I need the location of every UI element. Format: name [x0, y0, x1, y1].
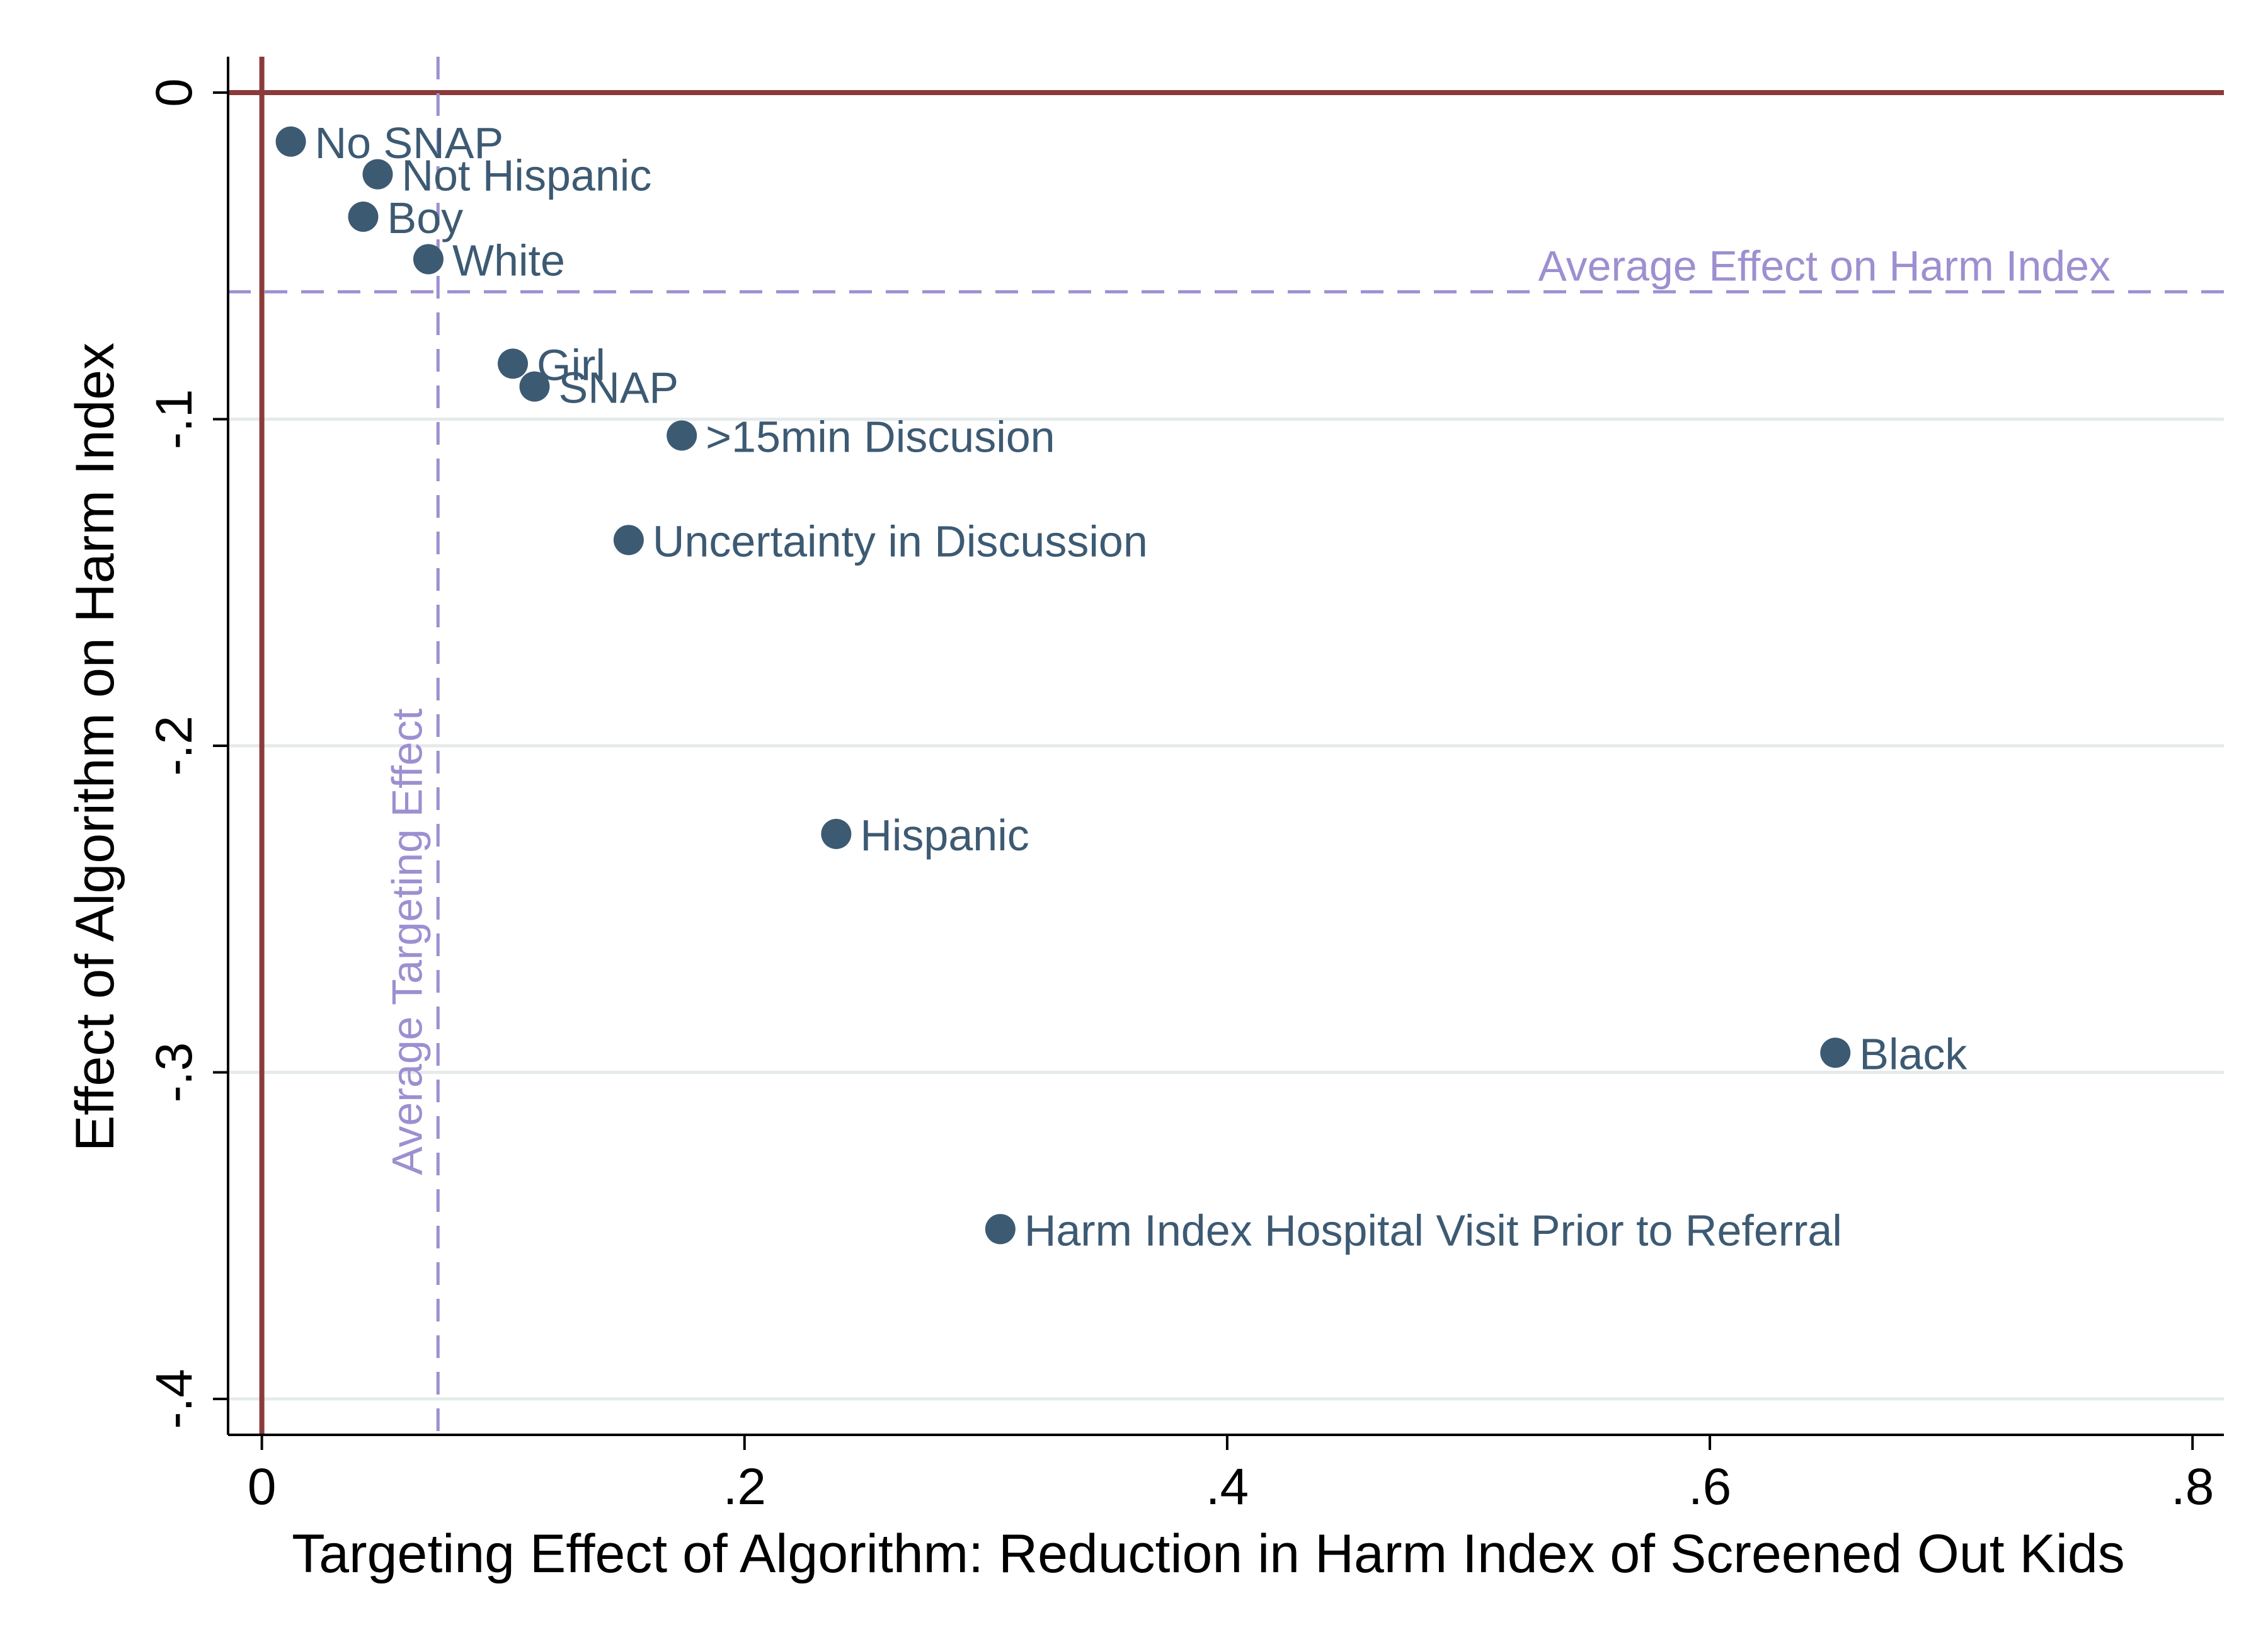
point-label-boy: Boy: [387, 193, 464, 243]
point-black: [1820, 1037, 1851, 1068]
y-axis-title: Effect of Algorithm on Harm Index: [65, 343, 125, 1151]
x-tick-label: .6: [1688, 1458, 1731, 1515]
point-label-hispanic: Hispanic: [860, 811, 1029, 860]
y-tick-label: -.3: [146, 1042, 203, 1103]
point-label-15min-discusion: >15min Discusion: [706, 412, 1055, 461]
point-label-not-hispanic: Not Hispanic: [402, 151, 652, 200]
y-tick-label: -.4: [146, 1369, 203, 1429]
reference-lines: Average Effect on Harm Index Average Targ…: [228, 57, 2224, 1435]
point-label-girl: Girl: [537, 340, 605, 389]
point-snap: [519, 371, 550, 402]
point-label-black: Black: [1859, 1029, 1967, 1078]
point-label-white: White: [452, 236, 565, 285]
point-label-snap: SNAP: [559, 363, 679, 413]
x-tick-label: 0: [248, 1458, 277, 1515]
x-tick-label: .4: [1206, 1458, 1249, 1515]
point-label-harm-index-hospital-visit-prior-to-referral: Harm Index Hospital Visit Prior to Refer…: [1024, 1206, 1842, 1255]
y-tick-label: 0: [146, 78, 203, 107]
average-effect-on-harm-index-label: Average Effect on Harm Index: [1538, 242, 2110, 290]
x-tick-label: .8: [2171, 1458, 2214, 1515]
point-label-uncertainty-in-discussion: Uncertainty in Discussion: [653, 516, 1148, 566]
data-points: [275, 126, 1851, 1245]
average-targeting-effect-label: Average Targeting Effect: [383, 709, 431, 1175]
point-label-no-snap: No SNAP: [315, 118, 504, 168]
point-boy: [348, 202, 379, 232]
point-not-hispanic: [362, 159, 393, 190]
point-no-snap: [275, 126, 306, 157]
y-tick-label: -.1: [146, 389, 203, 450]
point-girl: [498, 348, 529, 379]
point-white: [413, 244, 444, 275]
point-uncertainty-in-discussion: [613, 525, 644, 556]
point-harm-index-hospital-visit-prior-to-referral: [985, 1214, 1016, 1245]
point-hispanic: [821, 818, 852, 849]
point-15min-discusion: [667, 420, 697, 451]
x-tick-label: .2: [723, 1458, 766, 1515]
grid-lines: [228, 418, 2224, 1401]
y-tick-label: -.2: [146, 716, 203, 776]
axes: 0 .2 .4 .6 .8 0 -.1 -.2 -.3 -.4: [146, 57, 2224, 1515]
x-axis-title: Targeting Effect of Algorithm: Reduction…: [292, 1524, 2125, 1584]
